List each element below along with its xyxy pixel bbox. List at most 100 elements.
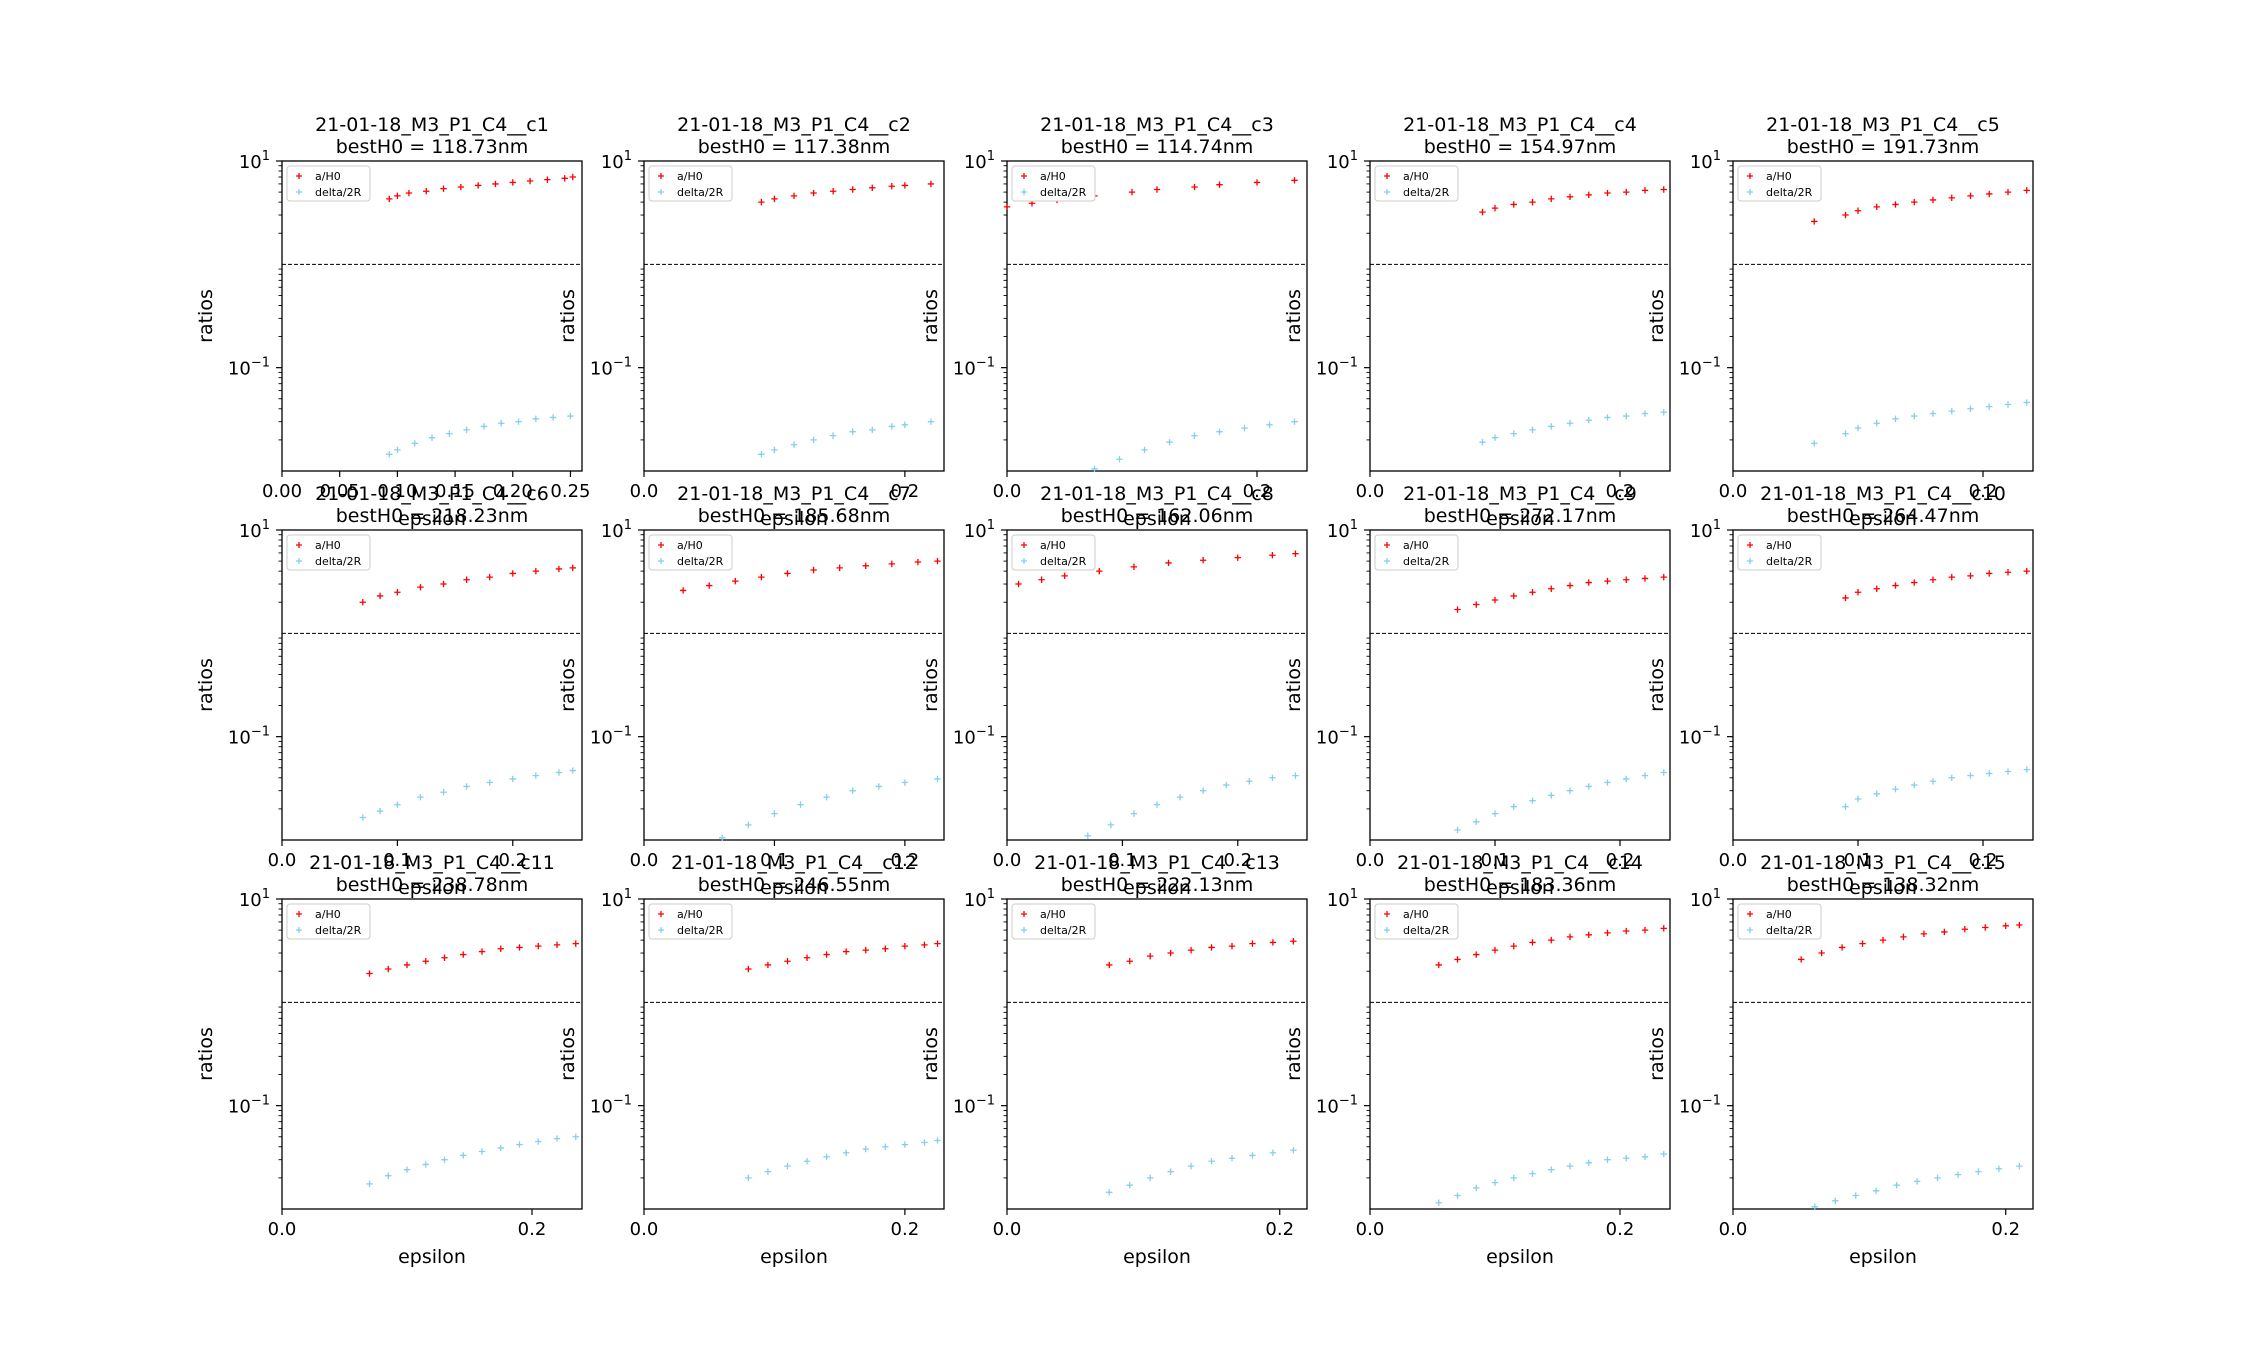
data-point	[1660, 186, 1667, 193]
data-point	[1995, 1165, 2003, 1172]
data-point	[515, 418, 522, 425]
data-point	[901, 421, 909, 428]
y-axis-label: ratios	[195, 658, 217, 712]
legend-marker	[1021, 927, 1027, 933]
subplot-title: 21-01-18_M3_P1_C4__c14	[1397, 852, 1643, 874]
data-point	[1435, 961, 1442, 969]
x-tick-label: 0.0	[1356, 1219, 1385, 1240]
data-point	[1249, 940, 1256, 947]
data-point	[1234, 554, 1241, 561]
data-point	[1967, 192, 1974, 200]
data-point	[1566, 787, 1574, 794]
x-tick-label: 0.0	[268, 1219, 297, 1240]
subplot-title: 21-01-18_M3_P1_C4__c3	[1040, 114, 1274, 136]
data-point	[394, 589, 401, 596]
data-point	[784, 958, 791, 965]
x-tick-label: 0.0	[993, 1219, 1022, 1240]
data-point	[1548, 585, 1555, 592]
data-point	[1920, 930, 1928, 938]
data-point	[1165, 559, 1172, 567]
data-point	[1623, 927, 1630, 935]
data-point	[555, 769, 563, 776]
legend-marker	[296, 927, 302, 933]
data-point	[1948, 407, 1955, 415]
data-point	[1292, 550, 1299, 557]
data-point	[1811, 218, 1818, 225]
legend-label: delta/2R	[1766, 186, 1813, 199]
data-point	[1266, 421, 1273, 428]
data-point	[1291, 418, 1298, 425]
data-point	[1566, 1162, 1574, 1170]
data-point	[1873, 203, 1880, 211]
data-point	[423, 188, 430, 195]
data-point	[784, 570, 791, 577]
data-point	[1529, 198, 1536, 206]
x-tick-label: 0.2	[1606, 481, 1635, 502]
x-tick-label: 0.2	[891, 850, 920, 871]
legend-marker	[658, 558, 664, 564]
data-point	[842, 1149, 850, 1156]
data-point	[1187, 1162, 1195, 1170]
subplot-title: 21-01-18_M3_P1_C4__c8	[1040, 483, 1274, 505]
legend-label: delta/2R	[1766, 924, 1813, 937]
data-point	[803, 954, 811, 961]
data-point	[771, 195, 778, 203]
data-point	[417, 793, 424, 801]
legend-label: delta/2R	[1040, 555, 1087, 568]
data-point	[2023, 187, 2030, 194]
data-point	[679, 587, 687, 594]
data-point	[901, 1141, 909, 1148]
legend-marker	[1021, 189, 1027, 195]
data-point	[532, 415, 540, 423]
subplot-title: 21-01-18_M3_P1_C4__c9	[1403, 483, 1637, 505]
y-axis-label: ratios	[195, 1027, 217, 1081]
series-delta-2r	[719, 775, 941, 842]
legend-marker	[1021, 542, 1027, 548]
y-tick-label: 101	[1327, 887, 1358, 911]
data-point	[1479, 438, 1486, 446]
legend-marker	[1021, 173, 1027, 179]
data-point	[1291, 177, 1298, 184]
legend-label: a/H0	[1766, 170, 1792, 183]
data-point	[1473, 951, 1480, 958]
data-point	[1106, 961, 1113, 969]
data-point	[810, 189, 817, 197]
subplot-subtitle: bestH0 = 185.68nm	[698, 505, 891, 527]
legend-marker	[1747, 911, 1753, 917]
legend-box	[1011, 903, 1096, 940]
y-tick-label: 101	[964, 518, 995, 542]
data-point	[457, 183, 465, 191]
data-point	[888, 560, 896, 568]
subplot-title: 21-01-18_M3_P1_C4__c7	[677, 483, 911, 505]
data-point	[394, 446, 401, 454]
series-delta-2r	[1084, 772, 1299, 839]
data-point	[1873, 420, 1880, 427]
data-point	[1510, 430, 1517, 437]
legend-label: a/H0	[1766, 539, 1792, 552]
legend-marker	[1747, 927, 1753, 933]
data-point	[1585, 1159, 1592, 1166]
legend-box	[286, 903, 371, 940]
data-point	[1566, 582, 1574, 589]
subplot-title: 21-01-18_M3_P1_C4__c10	[1760, 483, 2006, 505]
data-point	[921, 1139, 928, 1146]
data-point	[1641, 575, 1649, 582]
data-point	[1893, 1181, 1900, 1189]
y-tick-label: 101	[239, 149, 270, 173]
series-a-h0	[1479, 186, 1667, 216]
data-point	[1929, 778, 1937, 785]
data-point	[1941, 928, 1948, 936]
data-point	[1911, 781, 1918, 789]
data-point	[1929, 410, 1937, 417]
data-point	[829, 432, 837, 439]
data-point	[1130, 563, 1138, 571]
legend-box	[1737, 903, 1822, 940]
x-tick-label: 0.2	[1606, 850, 1635, 871]
y-tick-label: 10−1	[1316, 1094, 1358, 1118]
x-axis-label: epsilon	[1123, 877, 1191, 899]
x-axis-label: epsilon	[1486, 1246, 1554, 1268]
data-point	[1879, 936, 1887, 944]
data-point	[1842, 594, 1849, 602]
series-delta-2r	[359, 767, 576, 821]
